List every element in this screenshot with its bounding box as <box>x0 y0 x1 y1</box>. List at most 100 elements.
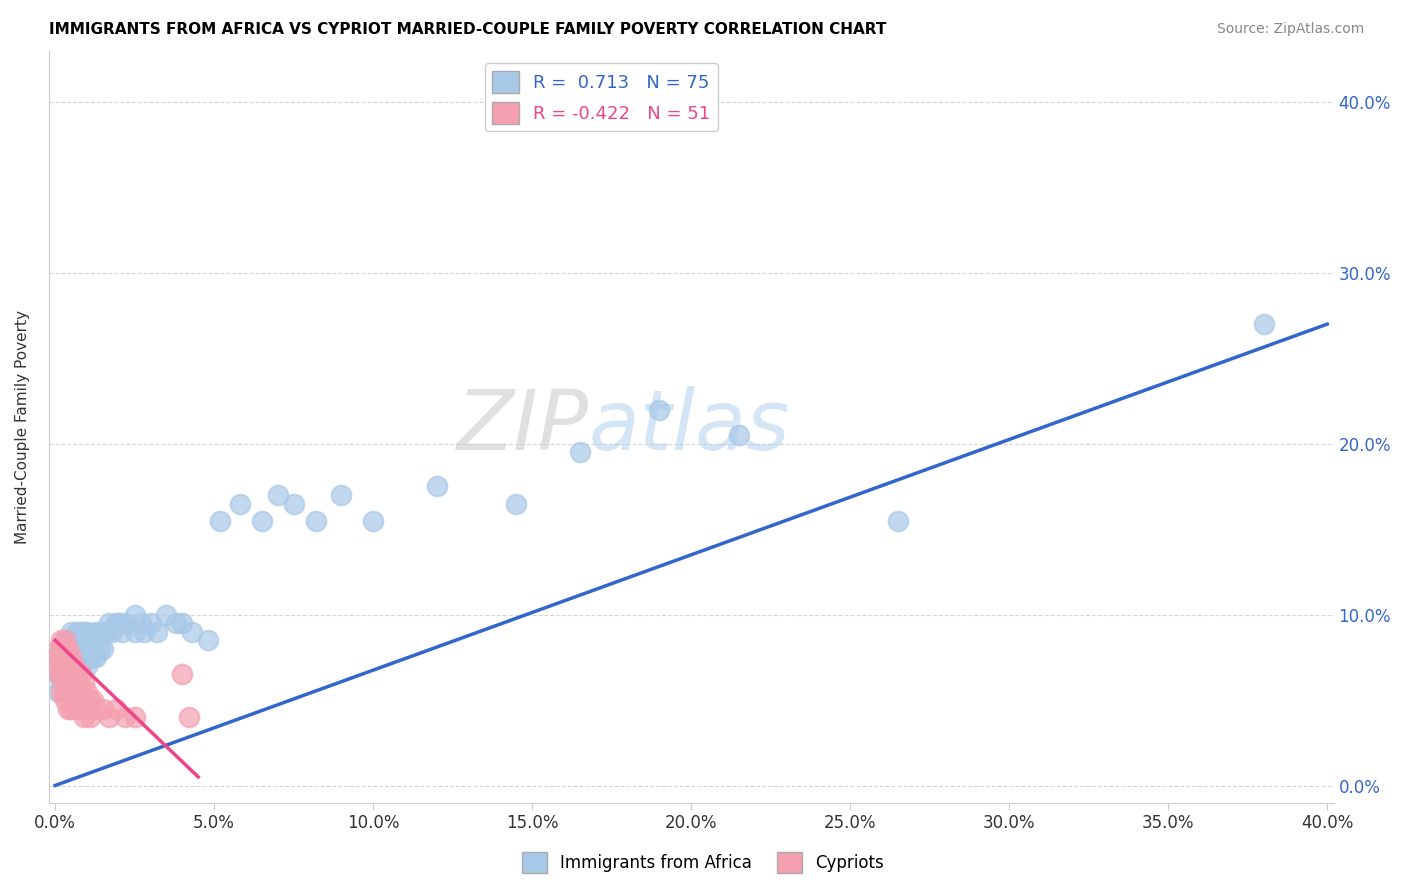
Point <box>79 693 101 707</box>
Point <box>69 701 91 715</box>
Point <box>134 624 156 639</box>
Point <box>66 667 89 681</box>
Point <box>51 650 73 665</box>
Point <box>283 497 305 511</box>
Point <box>98 710 121 724</box>
Point <box>69 641 91 656</box>
Point <box>111 624 134 639</box>
Point <box>56 667 79 681</box>
Point <box>73 624 96 639</box>
Point <box>728 428 751 442</box>
Point <box>69 667 91 681</box>
Point <box>76 624 98 639</box>
Point <box>104 701 127 715</box>
Point <box>69 624 91 639</box>
Point <box>63 701 86 715</box>
Point <box>60 650 83 665</box>
Point <box>51 641 73 656</box>
Point <box>46 659 69 673</box>
Point <box>887 514 910 528</box>
Point <box>63 659 86 673</box>
Point <box>104 616 127 631</box>
Point <box>82 633 104 648</box>
Point <box>76 641 98 656</box>
Point <box>56 701 79 715</box>
Point <box>60 624 83 639</box>
Point <box>155 607 177 622</box>
Point <box>60 676 83 690</box>
Point <box>66 624 89 639</box>
Point <box>91 624 114 639</box>
Point <box>69 684 91 698</box>
Point <box>73 710 96 724</box>
Point <box>46 667 69 681</box>
Point <box>51 676 73 690</box>
Point <box>361 514 384 528</box>
Point <box>56 667 79 681</box>
Legend: Immigrants from Africa, Cypriots: Immigrants from Africa, Cypriots <box>515 846 891 880</box>
Point <box>426 479 449 493</box>
Point <box>82 650 104 665</box>
Point <box>66 641 89 656</box>
Point <box>267 488 290 502</box>
Point <box>53 693 76 707</box>
Point <box>79 710 101 724</box>
Point <box>73 676 96 690</box>
Point <box>94 624 117 639</box>
Point <box>53 659 76 673</box>
Legend: R =  0.713   N = 75, R = -0.422   N = 51: R = 0.713 N = 75, R = -0.422 N = 51 <box>485 63 718 131</box>
Point <box>180 624 202 639</box>
Point <box>46 650 69 665</box>
Point <box>505 497 527 511</box>
Point <box>86 701 108 715</box>
Point <box>46 684 69 698</box>
Point <box>139 616 162 631</box>
Point <box>89 641 111 656</box>
Point <box>51 633 73 648</box>
Point <box>79 650 101 665</box>
Point <box>51 641 73 656</box>
Point <box>53 650 76 665</box>
Point <box>60 667 83 681</box>
Point <box>114 616 136 631</box>
Text: atlas: atlas <box>588 386 790 467</box>
Point <box>330 488 353 502</box>
Point <box>46 667 69 681</box>
Point <box>73 693 96 707</box>
Point <box>63 667 86 681</box>
Point <box>51 684 73 698</box>
Point <box>46 650 69 665</box>
Point <box>228 497 250 511</box>
Point <box>60 701 83 715</box>
Point <box>568 445 591 459</box>
Point <box>56 650 79 665</box>
Point <box>53 641 76 656</box>
Text: ZIP: ZIP <box>457 386 588 467</box>
Point <box>56 650 79 665</box>
Point <box>60 684 83 698</box>
Point <box>124 607 146 622</box>
Point <box>60 650 83 665</box>
Point <box>86 650 108 665</box>
Point <box>82 693 104 707</box>
Point <box>56 633 79 648</box>
Point <box>89 624 111 639</box>
Point <box>86 624 108 639</box>
Point <box>51 650 73 665</box>
Point <box>63 650 86 665</box>
Point <box>91 641 114 656</box>
Point <box>53 667 76 681</box>
Point <box>53 633 76 648</box>
Point <box>124 710 146 724</box>
Point <box>53 676 76 690</box>
Point <box>73 641 96 656</box>
Point <box>76 701 98 715</box>
Text: Source: ZipAtlas.com: Source: ZipAtlas.com <box>1216 22 1364 37</box>
Point <box>177 710 200 724</box>
Point <box>1253 317 1275 331</box>
Point <box>172 616 194 631</box>
Point <box>165 616 187 631</box>
Point <box>51 667 73 681</box>
Point <box>53 684 76 698</box>
Point <box>53 633 76 648</box>
